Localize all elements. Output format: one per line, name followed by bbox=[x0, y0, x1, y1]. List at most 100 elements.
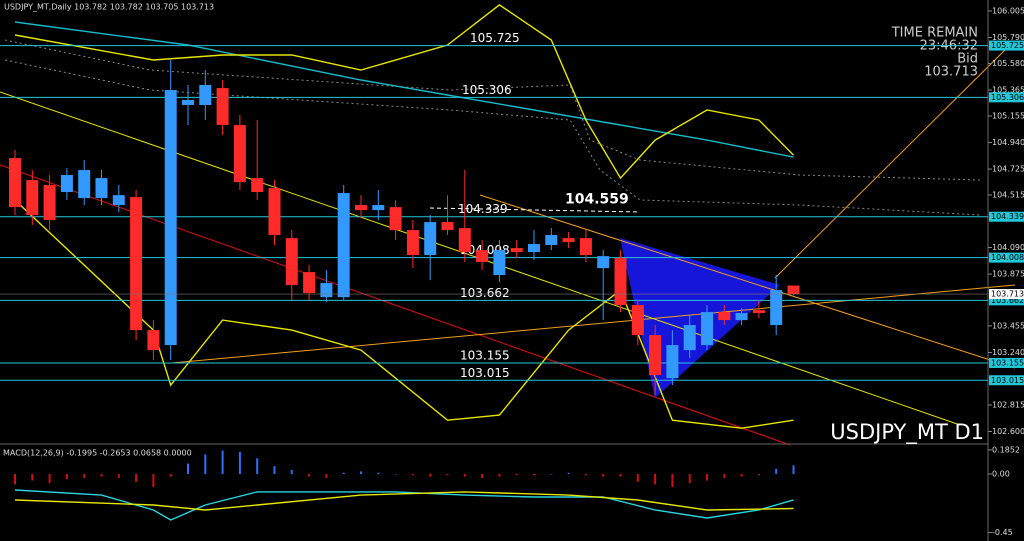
y-tick-label: -0.45 bbox=[992, 528, 1013, 537]
y-tick-label: 104.090 bbox=[992, 243, 1024, 252]
candle-body bbox=[285, 238, 298, 286]
header: USDJPY_MT,Daily 103.782 103.782 103.705 … bbox=[4, 3, 214, 12]
macd-bar bbox=[740, 473, 743, 477]
candle-body bbox=[60, 175, 73, 193]
macd-bar bbox=[533, 473, 535, 476]
level-label: 103.155 bbox=[460, 348, 510, 362]
macd-bar bbox=[152, 473, 155, 487]
macd-bar bbox=[775, 468, 778, 474]
candle-body bbox=[649, 335, 662, 376]
macd-bar bbox=[308, 473, 311, 477]
y-tick-label: 102.600 bbox=[992, 427, 1024, 436]
candle-body bbox=[26, 180, 39, 216]
y-tick-label: 105.790 bbox=[992, 33, 1024, 42]
macd-bar bbox=[688, 473, 691, 484]
candle-body bbox=[545, 235, 558, 246]
macd-bar bbox=[411, 473, 414, 476]
candle-body bbox=[701, 312, 713, 346]
level-axis-box bbox=[989, 357, 1024, 368]
candle-body bbox=[303, 272, 316, 294]
macd-bar bbox=[706, 473, 708, 481]
y-tick-label: 104.725 bbox=[992, 165, 1024, 174]
macd-bar bbox=[290, 470, 293, 474]
macd-bar bbox=[584, 473, 587, 476]
level-label: 105.725 bbox=[470, 31, 520, 45]
macd-title: MACD(12,26,9) -0.1995 -0.2653 0.0658 0.0… bbox=[3, 449, 192, 458]
macd-bar bbox=[100, 473, 103, 477]
level-axis-box bbox=[989, 252, 1024, 263]
macd-bar bbox=[31, 473, 34, 481]
trend-line bbox=[479, 194, 1016, 369]
macd-bar bbox=[256, 458, 259, 474]
candle-body bbox=[718, 312, 731, 321]
macd-bar bbox=[135, 473, 138, 482]
macd-bar bbox=[446, 473, 449, 476]
candle-body bbox=[78, 170, 91, 199]
macd-bar bbox=[187, 463, 189, 474]
macd-bar bbox=[221, 450, 224, 474]
macd-bar bbox=[65, 473, 68, 480]
indicator-line bbox=[14, 21, 794, 158]
macd-bar bbox=[567, 472, 570, 474]
time-remain-label: TIME REMAIN bbox=[891, 26, 978, 41]
candle-body bbox=[43, 185, 56, 221]
level-axis-box bbox=[989, 375, 1024, 386]
level-axis-label: 105.725 bbox=[991, 41, 1024, 50]
candle-body bbox=[458, 228, 471, 253]
level-axis-label: 103.155 bbox=[991, 358, 1024, 367]
candle-body bbox=[787, 285, 800, 295]
candle-body bbox=[216, 88, 229, 125]
macd-bar bbox=[83, 473, 86, 478]
level-axis-box bbox=[989, 211, 1024, 222]
level-axis-label: 104.339 bbox=[991, 212, 1024, 221]
macd-bar bbox=[360, 471, 362, 474]
macd-bar bbox=[169, 473, 172, 477]
macd-bar bbox=[377, 472, 380, 474]
candle-body bbox=[199, 84, 212, 105]
level-label: 103.662 bbox=[460, 286, 510, 300]
candle-body bbox=[355, 205, 367, 211]
candle-body bbox=[337, 193, 350, 298]
level-axis-box bbox=[989, 92, 1024, 103]
indicator-line bbox=[14, 4, 794, 180]
y-tick-label: 103.240 bbox=[992, 348, 1024, 357]
candle-body bbox=[164, 90, 177, 346]
y-tick-label: 105.155 bbox=[992, 111, 1024, 120]
candle-body bbox=[95, 178, 108, 199]
y-tick-label: 103.875 bbox=[992, 270, 1024, 279]
macd-bar bbox=[757, 473, 760, 476]
macd-bar bbox=[723, 473, 726, 478]
trend-line bbox=[774, 44, 1011, 279]
level-axis-label: 104.008 bbox=[991, 253, 1024, 262]
candle-body bbox=[268, 188, 281, 236]
level-axis-box bbox=[989, 40, 1024, 51]
macd-bar bbox=[429, 473, 432, 477]
candle-body bbox=[614, 258, 627, 306]
candle-body bbox=[562, 238, 575, 243]
level-label: 103.015 bbox=[460, 366, 510, 380]
candle-body bbox=[406, 230, 419, 256]
macd-bar bbox=[14, 473, 16, 485]
candle-body bbox=[770, 290, 783, 326]
macd-bar bbox=[636, 473, 639, 482]
bid-axis-box bbox=[989, 289, 1024, 300]
macd-bar bbox=[498, 473, 501, 477]
candle-body bbox=[631, 305, 644, 336]
candle-body bbox=[441, 222, 454, 231]
y-tick-label: 0.1852 bbox=[992, 445, 1020, 454]
macd-bar bbox=[48, 473, 51, 484]
indicator-line bbox=[14, 489, 794, 521]
candle-body bbox=[735, 313, 748, 321]
y-tick-label: 103.455 bbox=[992, 321, 1024, 330]
y-tick-label: 0.00 bbox=[992, 469, 1010, 478]
candle-body bbox=[579, 238, 592, 256]
macd-bar bbox=[463, 473, 466, 477]
level-axis-label: 105.306 bbox=[991, 93, 1024, 102]
y-tick-label: 102.815 bbox=[992, 400, 1024, 409]
candle-body bbox=[493, 250, 506, 276]
peak-label: 104.559 bbox=[565, 192, 629, 208]
macd-bar bbox=[238, 451, 241, 474]
